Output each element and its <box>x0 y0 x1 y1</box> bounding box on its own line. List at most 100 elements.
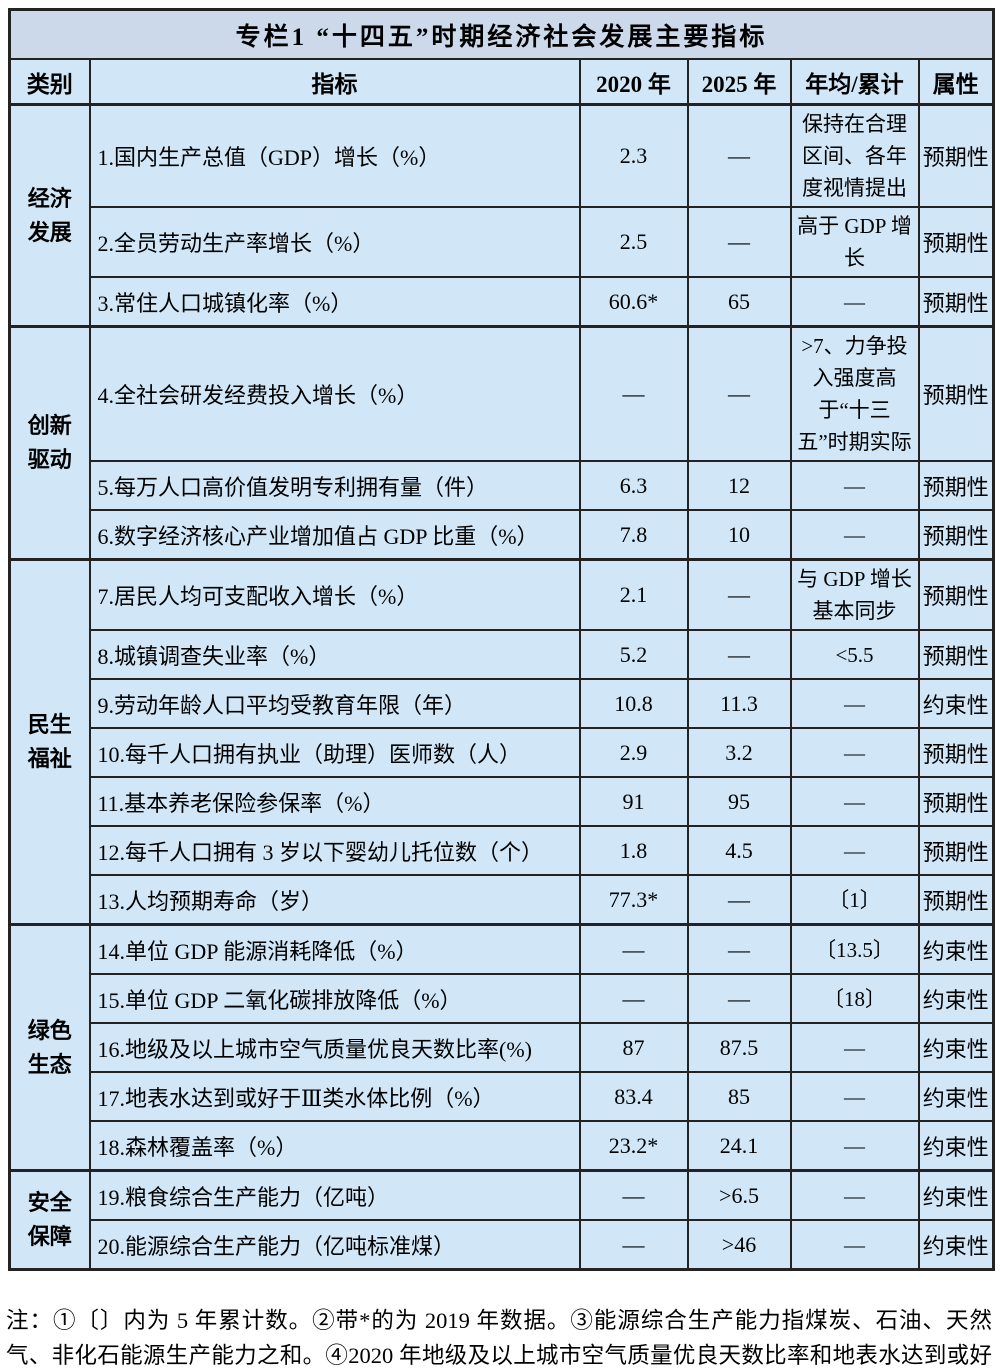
footnote: 注：①〔〕内为 5 年累计数。②带*的为 2019 年数据。③能源综合生产能力指… <box>6 1308 992 1368</box>
value-2025-cell: 3.2 <box>686 727 792 778</box>
value-2025-cell: — <box>686 923 792 975</box>
col-header-category: 类别 <box>8 58 91 106</box>
table-row: 绿色生态 14.单位 GDP 能源消耗降低（%） — — 〔13.5〕 约束性 <box>8 923 995 1172</box>
table-row: 17.地表水达到或好于Ⅲ类水体比例（%） 83.4 85 — 约束性 <box>10 1071 995 1122</box>
indicator-cell: 2.全员劳动生产率增长（%） <box>88 206 581 278</box>
table-row: 10.每千人口拥有执业（助理）医师数（人） 2.9 3.2 — 预期性 <box>10 727 995 778</box>
category-cell-security: 安全保障 <box>8 1169 91 1271</box>
table-row: 13.人均预期寿命（岁） 77.3* — 〔1〕 预期性 <box>10 874 995 926</box>
value-2020-cell: — <box>578 1169 689 1221</box>
attribute-cell: 约束性 <box>917 973 995 1024</box>
value-2020-cell: 83.4 <box>578 1071 689 1122</box>
table-row: 经济发展 1.国内生产总值（GDP）增长（%） 2.3 — 保持在合理区间、各年… <box>8 103 995 328</box>
annual-cell: 与 GDP 增长基本同步 <box>789 558 920 631</box>
value-2020-cell: 10.8 <box>578 678 689 729</box>
attribute-cell: 约束性 <box>917 678 995 729</box>
annual-cell: — <box>789 727 920 778</box>
annual-cell: 保持在合理区间、各年度视情提出 <box>789 103 920 208</box>
value-2025-cell: — <box>686 558 792 631</box>
attribute-cell: 约束性 <box>917 923 995 975</box>
attribute-cell: 预期性 <box>917 509 995 561</box>
value-2020-cell: 1.8 <box>578 825 689 876</box>
indicator-cell: 19.粮食综合生产能力（亿吨） <box>88 1169 581 1221</box>
value-2025-cell: 85 <box>686 1071 792 1122</box>
indicator-cell: 3.常住人口城镇化率（%） <box>88 276 581 328</box>
value-2025-cell: — <box>686 973 792 1024</box>
attribute-cell: 预期性 <box>917 874 995 926</box>
annual-cell: — <box>789 1071 920 1122</box>
table-row: 8.城镇调查失业率（%） 5.2 — <5.5 预期性 <box>10 629 995 680</box>
indicators-table: 专栏1 “十四五”时期经济社会发展主要指标 类别 指标 2020 年 2025 … <box>8 8 996 1271</box>
table-row: 2.全员劳动生产率增长（%） 2.5 — 高于 GDP 增长 预期性 <box>10 206 995 278</box>
value-2025-cell: — <box>686 874 792 926</box>
value-2020-cell: 7.8 <box>578 509 689 561</box>
value-2020-cell: 87 <box>578 1022 689 1073</box>
attribute-cell: 预期性 <box>917 825 995 876</box>
attribute-cell: 约束性 <box>917 1022 995 1073</box>
value-2020-cell: 23.2* <box>578 1120 689 1172</box>
value-2020-cell: 77.3* <box>578 874 689 926</box>
attribute-cell: 约束性 <box>917 1219 995 1271</box>
indicator-cell: 20.能源综合生产能力（亿吨标准煤） <box>88 1219 581 1271</box>
col-header-attribute: 属性 <box>917 58 995 106</box>
annual-cell: 〔13.5〕 <box>789 923 920 975</box>
annual-cell: >7、力争投入强度高于“十三五”时期实际 <box>789 325 920 462</box>
value-2020-cell: — <box>578 973 689 1024</box>
value-2025-cell: 65 <box>686 276 792 328</box>
table-title: 专栏1 “十四五”时期经济社会发展主要指标 <box>8 8 995 60</box>
indicator-cell: 4.全社会研发经费投入增长（%） <box>88 325 581 462</box>
value-2025-cell: 95 <box>686 776 792 827</box>
value-2025-cell: 24.1 <box>686 1120 792 1172</box>
value-2025-cell: 10 <box>686 509 792 561</box>
value-2025-cell: 87.5 <box>686 1022 792 1073</box>
value-2025-cell: >46 <box>686 1219 792 1271</box>
attribute-cell: 约束性 <box>917 1120 995 1172</box>
value-2025-cell: 11.3 <box>686 678 792 729</box>
value-2020-cell: 91 <box>578 776 689 827</box>
value-2020-cell: 2.5 <box>578 206 689 278</box>
annual-cell: — <box>789 1219 920 1271</box>
value-2025-cell: 4.5 <box>686 825 792 876</box>
table-row: 15.单位 GDP 二氧化碳排放降低（%） — — 〔18〕 约束性 <box>10 973 995 1024</box>
value-2025-cell: >6.5 <box>686 1169 792 1221</box>
value-2025-cell: — <box>686 629 792 680</box>
table-row: 6.数字经济核心产业增加值占 GDP 比重（%） 7.8 10 — 预期性 <box>10 509 995 561</box>
annual-cell: — <box>789 678 920 729</box>
attribute-cell: 预期性 <box>917 558 995 631</box>
col-header-annual: 年均/累计 <box>789 58 920 106</box>
value-2020-cell: — <box>578 1219 689 1271</box>
indicator-cell: 6.数字经济核心产业增加值占 GDP 比重（%） <box>88 509 581 561</box>
value-2020-cell: 2.9 <box>578 727 689 778</box>
category-cell-innovation: 创新驱动 <box>8 325 91 561</box>
annual-cell: — <box>789 509 920 561</box>
indicator-cell: 1.国内生产总值（GDP）增长（%） <box>88 103 581 208</box>
table-row: 创新驱动 4.全社会研发经费投入增长（%） — — >7、力争投入强度高于“十三… <box>8 325 995 561</box>
value-2020-cell: 2.3 <box>578 103 689 208</box>
annual-cell: <5.5 <box>789 629 920 680</box>
value-2020-cell: — <box>578 923 689 975</box>
attribute-cell: 预期性 <box>917 629 995 680</box>
table-row: 11.基本养老保险参保率（%） 91 95 — 预期性 <box>10 776 995 827</box>
attribute-cell: 预期性 <box>917 776 995 827</box>
attribute-cell: 约束性 <box>917 1071 995 1122</box>
table-row: 3.常住人口城镇化率（%） 60.6* 65 — 预期性 <box>10 276 995 328</box>
annual-cell: 〔18〕 <box>789 973 920 1024</box>
value-2020-cell: 5.2 <box>578 629 689 680</box>
indicator-cell: 17.地表水达到或好于Ⅲ类水体比例（%） <box>88 1071 581 1122</box>
annual-cell: — <box>789 276 920 328</box>
value-2025-cell: — <box>686 206 792 278</box>
value-2020-cell: 6.3 <box>578 460 689 511</box>
indicator-cell: 11.基本养老保险参保率（%） <box>88 776 581 827</box>
attribute-cell: 预期性 <box>917 727 995 778</box>
attribute-cell: 约束性 <box>917 1169 995 1221</box>
table-row: 18.森林覆盖率（%） 23.2* 24.1 — 约束性 <box>10 1120 995 1172</box>
indicator-cell: 13.人均预期寿命（岁） <box>88 874 581 926</box>
annual-cell: — <box>789 825 920 876</box>
value-2020-cell: 2.1 <box>578 558 689 631</box>
table-row: 16.地级及以上城市空气质量优良天数比率(%) 87 87.5 — 约束性 <box>10 1022 995 1073</box>
indicator-cell: 12.每千人口拥有 3 岁以下婴幼儿托位数（个） <box>88 825 581 876</box>
table-row: 20.能源综合生产能力（亿吨标准煤） — >46 — 约束性 <box>10 1219 995 1271</box>
category-cell-economic: 经济发展 <box>8 103 91 328</box>
category-cell-livelihood: 民生福祉 <box>8 558 91 926</box>
